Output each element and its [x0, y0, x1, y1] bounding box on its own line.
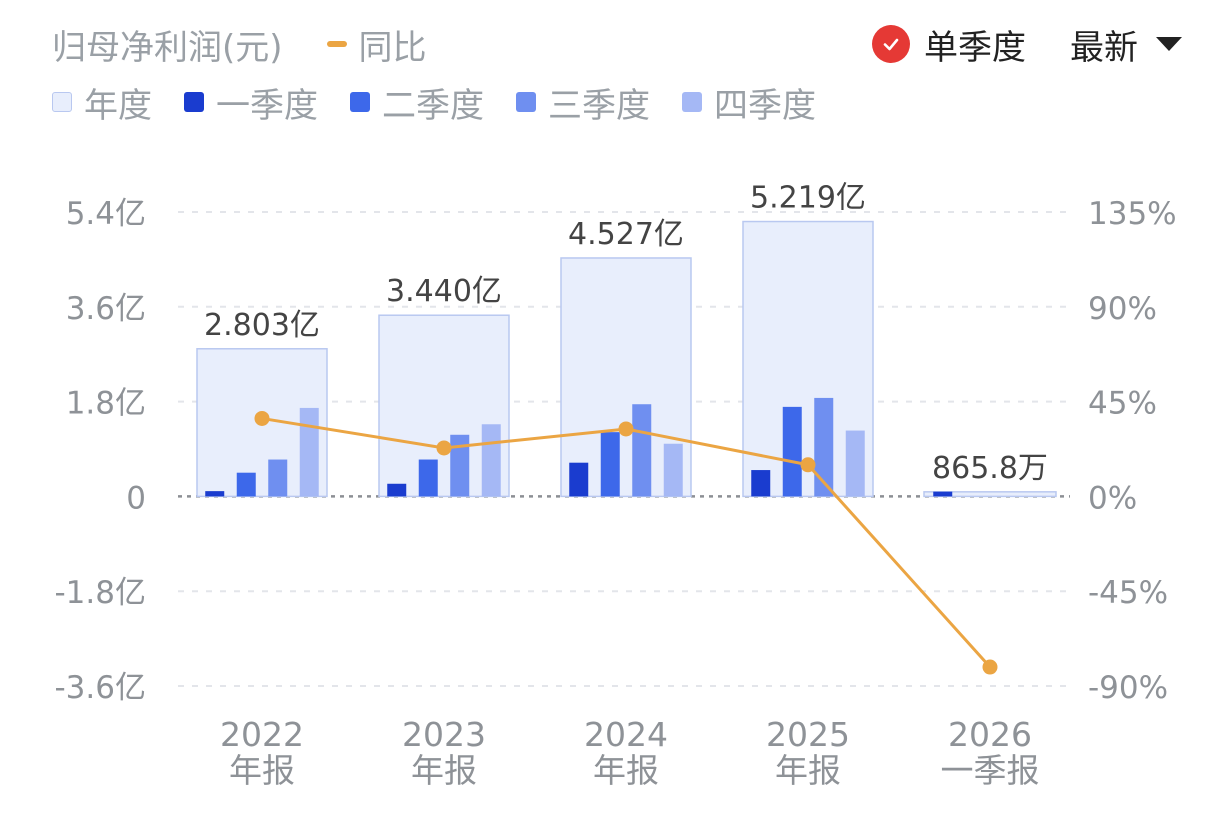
legend-swatch-q3 — [516, 92, 536, 112]
y-left-tick-label: 0 — [126, 480, 146, 516]
quarter-bar-q2 — [782, 406, 802, 497]
legend-item-q2[interactable]: 二季度 — [350, 78, 484, 127]
quarter-bar-q3 — [268, 459, 288, 497]
quarter-bar-q3 — [450, 434, 470, 497]
quarter-bar-q4 — [481, 424, 501, 497]
quarter-bar-q3 — [632, 404, 652, 497]
x-tick-year: 2024 — [584, 715, 668, 754]
x-tick-report: 一季报 — [941, 751, 1040, 790]
yoy-legend-label[interactable]: 同比 — [358, 27, 427, 68]
series-legend: 年度 一季度 二季度 三季度 四季度 — [52, 76, 848, 128]
chart-controls: 单季度 最新 — [872, 20, 1182, 69]
y-right-tick-label: 0% — [1088, 480, 1137, 516]
y-left-tick-label: 5.4亿 — [66, 196, 146, 232]
x-tick-report: 年报 — [775, 751, 841, 790]
y-left-tick-label: -1.8亿 — [55, 575, 147, 611]
x-tick-report: 年报 — [229, 751, 295, 790]
chart-header: 归母净利润(元) 同比 单季度 最新 — [52, 16, 1182, 72]
y-left-tick-label: -3.6亿 — [55, 670, 147, 706]
legend-label: 三季度 — [548, 85, 650, 126]
caret-down-icon[interactable] — [1156, 37, 1182, 51]
quarter-bar-q1 — [387, 483, 407, 497]
x-tick-year: 2022 — [220, 715, 304, 754]
quarter-bar-q1 — [751, 470, 771, 497]
legend-label: 二季度 — [382, 85, 484, 126]
annual-bar — [923, 491, 1057, 498]
x-tick-year: 2025 — [766, 715, 850, 754]
annual-value-label: 865.8万 — [932, 451, 1048, 486]
y-right-tick-label: 45% — [1088, 386, 1157, 422]
yoy-point — [800, 457, 816, 473]
y-right-tick-label: -90% — [1088, 670, 1168, 706]
quarter-bar-q1 — [569, 462, 589, 497]
legend-label: 年度 — [84, 85, 152, 126]
latest-dropdown[interactable]: 最新 — [1070, 27, 1138, 68]
yoy-point — [254, 410, 270, 426]
single-quarter-toggle[interactable]: 单季度 — [924, 27, 1026, 68]
annual-value-label: 5.219亿 — [750, 181, 866, 216]
quarter-bar-q1 — [205, 491, 225, 497]
x-tick-report: 年报 — [411, 751, 477, 790]
y-right-tick-label: 90% — [1088, 291, 1157, 327]
y-right-tick-label: 135% — [1088, 196, 1177, 232]
chart-title: 归母净利润(元) — [52, 27, 283, 68]
yoy-legend-swatch — [326, 41, 347, 47]
y-left-tick-label: 1.8亿 — [66, 386, 146, 422]
top-legend: 归母净利润(元) 同比 — [52, 20, 427, 69]
x-tick-year: 2023 — [402, 715, 486, 754]
quarter-bar-q1 — [933, 491, 953, 497]
legend-swatch-q4 — [682, 92, 702, 112]
yoy-point — [982, 659, 998, 675]
legend-item-q3[interactable]: 三季度 — [516, 78, 650, 127]
y-left-tick-label: 3.6亿 — [66, 291, 146, 327]
legend-item-annual[interactable]: 年度 — [52, 78, 152, 127]
legend-swatch-annual — [52, 92, 72, 112]
quarter-bar-q4 — [299, 407, 319, 497]
quarter-bar-q4 — [663, 443, 683, 497]
annual-value-label: 4.527亿 — [568, 217, 684, 252]
quarter-bar-q2 — [236, 472, 256, 497]
legend-item-q1[interactable]: 一季度 — [184, 78, 318, 127]
x-tick-year: 2026 — [948, 715, 1032, 754]
annual-value-label: 3.440亿 — [386, 274, 502, 309]
annual-value-label: 2.803亿 — [204, 308, 320, 343]
legend-item-q4[interactable]: 四季度 — [682, 78, 816, 127]
check-icon[interactable] — [872, 25, 910, 63]
yoy-point — [436, 440, 452, 456]
yoy-point — [618, 421, 634, 437]
legend-label: 四季度 — [714, 85, 816, 126]
quarter-bar-q3 — [814, 397, 834, 497]
quarter-bar-q2 — [418, 459, 438, 497]
legend-swatch-q1 — [184, 92, 204, 112]
legend-swatch-q2 — [350, 92, 370, 112]
quarter-bar-q2 — [600, 432, 620, 497]
legend-label: 一季度 — [216, 85, 318, 126]
x-tick-report: 年报 — [593, 751, 659, 790]
y-right-tick-label: -45% — [1088, 575, 1168, 611]
quarter-bar-q4 — [845, 430, 865, 497]
